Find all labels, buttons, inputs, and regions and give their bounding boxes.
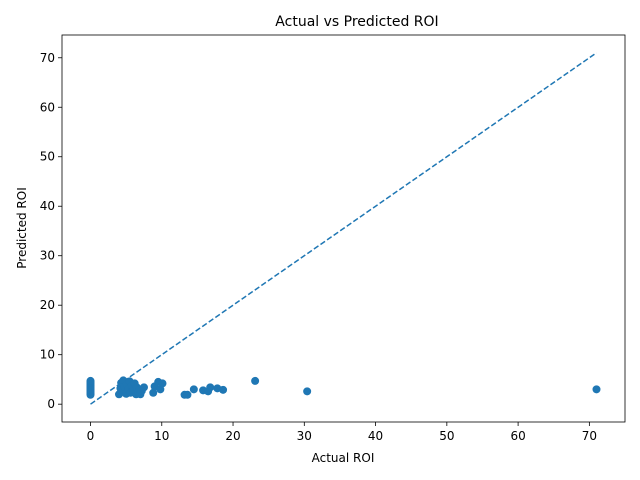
y-tick-label: 50	[40, 150, 55, 164]
x-tick-label: 60	[510, 429, 525, 443]
y-axis: 0 10 20 30 40 50 60 70	[40, 51, 62, 411]
x-axis: 0 10 20 30 40 50 60 70	[87, 422, 597, 443]
data-point	[206, 383, 215, 392]
data-point	[139, 383, 148, 392]
y-tick-label: 10	[40, 348, 55, 362]
y-tick-label: 70	[40, 51, 55, 65]
x-axis-label: Actual ROI	[312, 451, 375, 465]
y-tick-label: 20	[40, 298, 55, 312]
x-tick-label: 0	[87, 429, 95, 443]
y-tick-label: 60	[40, 100, 55, 114]
x-tick-label: 10	[154, 429, 169, 443]
data-point	[189, 385, 198, 394]
data-point	[158, 379, 167, 388]
x-tick-label: 20	[225, 429, 240, 443]
data-point	[251, 376, 260, 385]
y-tick-label: 30	[40, 249, 55, 263]
plot-frame	[61, 34, 626, 423]
x-tick-label: 40	[368, 429, 383, 443]
x-tick-label: 50	[439, 429, 454, 443]
data-point	[86, 376, 95, 385]
x-tick-label: 70	[582, 429, 597, 443]
reference-line	[90, 52, 597, 405]
y-tick-label: 40	[40, 199, 55, 213]
data-point	[303, 387, 312, 396]
data-point	[219, 385, 228, 394]
y-tick-label: 0	[47, 397, 55, 411]
y-axis-label: Predicted ROI	[15, 187, 29, 268]
plot-area	[86, 52, 601, 405]
data-point	[183, 390, 192, 399]
chart-title: Actual vs Predicted ROI	[275, 14, 438, 30]
x-tick-label: 30	[297, 429, 312, 443]
data-point	[592, 385, 601, 394]
data-point	[149, 388, 158, 397]
